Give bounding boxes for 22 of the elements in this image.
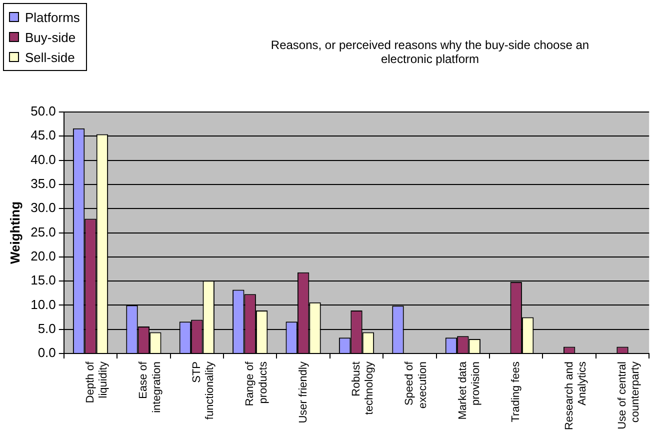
y-axis-title: Weighting bbox=[7, 201, 22, 264]
legend-label: Sell-side bbox=[25, 50, 75, 64]
y-tick-label: 50.0 bbox=[30, 104, 56, 119]
y-tick-label: 15.0 bbox=[30, 272, 56, 288]
y-tick-label: 35.0 bbox=[30, 176, 56, 192]
chart-title: Reasons, or perceived reasons why the buy-side choose an electronic platform bbox=[270, 38, 590, 66]
legend-label: Platforms bbox=[25, 10, 80, 24]
y-tick-label: 0.0 bbox=[38, 345, 56, 360]
x-tick-label: Research and Analytics bbox=[563, 361, 589, 430]
x-tick-label: Trading fees bbox=[510, 361, 522, 422]
y-tick-label: 25.0 bbox=[30, 224, 56, 240]
y-tick-label: 40.0 bbox=[30, 152, 56, 167]
y-tick-label: 30.0 bbox=[30, 200, 56, 216]
y-tick-label: 45.0 bbox=[30, 128, 56, 143]
y-tick-label: 20.0 bbox=[30, 248, 56, 264]
y-tick-label: 10.0 bbox=[30, 296, 56, 312]
x-tick-label: User friendly bbox=[297, 361, 310, 424]
x-tick-label: Depth of liquidity bbox=[84, 360, 110, 404]
x-tick-label: Use of central counterparty bbox=[616, 361, 642, 430]
legend-label: Buy-side bbox=[25, 30, 76, 44]
x-tick-label: Robust technology bbox=[350, 361, 376, 415]
y-tick-label: 5.0 bbox=[38, 320, 56, 336]
